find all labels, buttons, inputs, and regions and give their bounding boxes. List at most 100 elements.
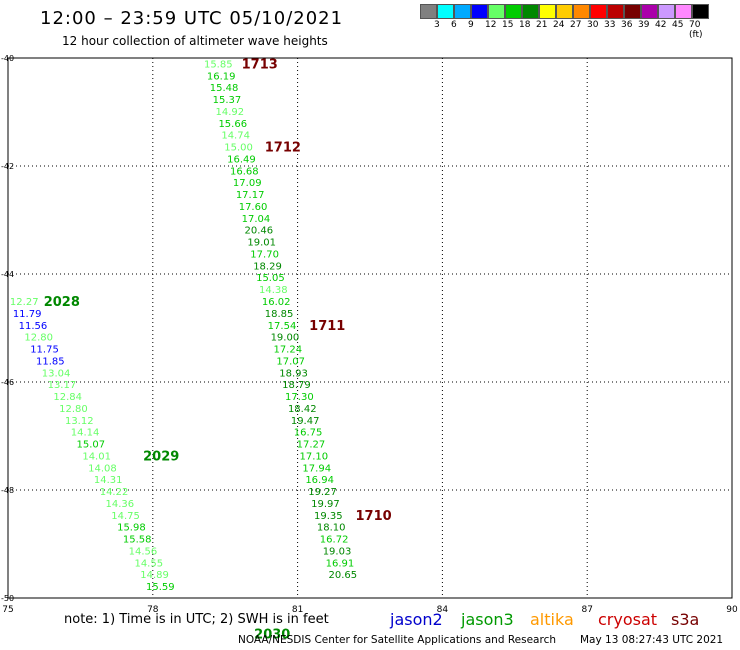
x-tick-label: 90 bbox=[726, 605, 738, 615]
swh-value-label: 19.27 bbox=[308, 487, 337, 498]
track-time-label: 1713 bbox=[242, 57, 278, 72]
track-time-label: 2029 bbox=[143, 449, 179, 464]
y-tick-label: -44 bbox=[1, 270, 14, 279]
satellite-label-jason3: jason3 bbox=[461, 610, 514, 629]
legend-label: 42 bbox=[655, 20, 667, 30]
footer-timestamp: May 13 08:27:43 UTC 2021 bbox=[580, 634, 724, 646]
swh-value-label: 20.65 bbox=[328, 570, 357, 581]
track-time-label: 1710 bbox=[356, 509, 392, 524]
legend-swatch bbox=[590, 4, 607, 19]
swh-value-label: 14.92 bbox=[216, 107, 245, 118]
satellite-label-altika: altika bbox=[530, 610, 574, 629]
swh-value-label: 13.04 bbox=[42, 368, 71, 379]
y-tick-label: -50 bbox=[1, 594, 14, 603]
swh-value-label: 12.80 bbox=[24, 333, 53, 344]
swh-value-label: 19.03 bbox=[323, 546, 352, 557]
swh-value-label: 11.56 bbox=[19, 321, 48, 332]
track-time-label: 2030 bbox=[254, 628, 290, 643]
swh-value-label: 14.01 bbox=[82, 451, 111, 462]
swh-value-label: 17.04 bbox=[242, 214, 271, 225]
swh-value-label: 17.07 bbox=[276, 356, 305, 367]
legend-swatch bbox=[420, 4, 437, 19]
swh-value-label: 17.70 bbox=[250, 249, 279, 260]
swh-value-label: 16.72 bbox=[320, 535, 349, 546]
satellite-label-jason2: jason2 bbox=[390, 610, 443, 629]
legend-label: 15 bbox=[502, 20, 514, 30]
legend-label: 36 bbox=[621, 20, 633, 30]
swh-value-label: 14.56 bbox=[129, 546, 158, 557]
swh-value-label: 16.68 bbox=[230, 166, 259, 177]
y-tick-label: -42 bbox=[1, 162, 14, 171]
legend-label: 3 bbox=[434, 20, 440, 30]
swh-value-label: 19.01 bbox=[247, 238, 276, 249]
page-subtitle: 12 hour collection of altimeter wave hei… bbox=[62, 34, 328, 48]
swh-value-label: 15.98 bbox=[117, 523, 146, 534]
swh-value-label: 16.91 bbox=[326, 558, 355, 569]
legend-label: 18 bbox=[519, 20, 531, 30]
legend-label: 24 bbox=[553, 20, 565, 30]
swh-value-label: 19.00 bbox=[271, 333, 300, 344]
swh-value-label: 15.58 bbox=[123, 535, 152, 546]
footer: NOAA/NESDIS Center for Satellite Applica… bbox=[238, 634, 723, 646]
legend-label: 6 bbox=[451, 20, 457, 30]
legend-swatch bbox=[624, 4, 641, 19]
legend-label: 27 bbox=[570, 20, 582, 30]
swh-value-label: 15.85 bbox=[204, 59, 233, 70]
x-tick-label: 78 bbox=[147, 605, 159, 615]
legend-swatch bbox=[505, 4, 522, 19]
y-tick-label: -40 bbox=[1, 54, 14, 63]
swh-value-label: 17.27 bbox=[297, 440, 326, 451]
satellite-label-cryosat: cryosat bbox=[598, 610, 658, 629]
legend-swatch bbox=[658, 4, 675, 19]
legend-label: 45 bbox=[672, 20, 684, 30]
track-time-label: 2028 bbox=[44, 295, 80, 310]
legend-swatch bbox=[471, 4, 488, 19]
legend-swatch bbox=[556, 4, 573, 19]
swh-value-label: 15.05 bbox=[256, 273, 285, 284]
legend-swatches bbox=[420, 4, 709, 19]
swh-value-label: 12.80 bbox=[59, 404, 88, 415]
swh-value-label: 15.00 bbox=[224, 143, 253, 154]
legend-label: 21 bbox=[536, 20, 548, 30]
swh-value-label: 14.31 bbox=[94, 475, 123, 486]
swh-value-label: 15.59 bbox=[146, 582, 175, 593]
color-legend: 3 6 9 12 15 18 21 24 27 30 33 36 39 42 45 70 (ft) bbox=[420, 4, 709, 40]
swh-value-label: 17.10 bbox=[300, 451, 329, 462]
swh-value-label: 17.30 bbox=[285, 392, 314, 403]
swh-value-label: 14.75 bbox=[111, 511, 140, 522]
legend-swatch bbox=[437, 4, 454, 19]
legend-swatch bbox=[573, 4, 590, 19]
swh-value-label: 11.85 bbox=[36, 356, 65, 367]
legend-swatch bbox=[607, 4, 624, 19]
swh-value-label: 14.36 bbox=[105, 499, 134, 510]
swh-value-label: 20.46 bbox=[245, 226, 274, 237]
legend-swatch bbox=[522, 4, 539, 19]
swh-value-label: 19.47 bbox=[291, 416, 320, 427]
track-time-label: 1712 bbox=[265, 141, 301, 156]
swh-value-label: 17.94 bbox=[302, 463, 331, 474]
plot-frame bbox=[7, 57, 733, 599]
footer-credit: NOAA/NESDIS Center for Satellite Applica… bbox=[238, 634, 556, 646]
swh-value-label: 19.35 bbox=[314, 511, 343, 522]
swh-value-label: 17.09 bbox=[233, 178, 262, 189]
swh-value-label: 16.75 bbox=[294, 428, 323, 439]
swh-value-label: 18.93 bbox=[279, 368, 308, 379]
note-text: note: 1) Time is in UTC; 2) SWH is in fe… bbox=[64, 612, 329, 627]
swh-value-label: 18.79 bbox=[282, 380, 311, 391]
swh-value-label: 13.17 bbox=[48, 380, 77, 391]
legend-label: 30 bbox=[587, 20, 599, 30]
swh-value-label: 17.17 bbox=[236, 190, 265, 201]
swh-value-label: 19.97 bbox=[311, 499, 340, 510]
swh-value-label: 15.48 bbox=[210, 83, 239, 94]
swh-value-label: 14.08 bbox=[88, 463, 117, 474]
swh-value-label: 18.29 bbox=[253, 261, 282, 272]
swh-value-label: 14.14 bbox=[71, 428, 100, 439]
swh-value-label: 12.27 bbox=[10, 297, 39, 308]
legend-label: 12 bbox=[485, 20, 497, 30]
legend-swatch bbox=[488, 4, 505, 19]
legend-label: 33 bbox=[604, 20, 616, 30]
swh-value-label: 17.54 bbox=[268, 321, 297, 332]
x-tick-label: 84 bbox=[437, 605, 449, 615]
swh-value-label: 17.60 bbox=[239, 202, 268, 213]
legend-label: 70 (ft) bbox=[689, 20, 703, 40]
